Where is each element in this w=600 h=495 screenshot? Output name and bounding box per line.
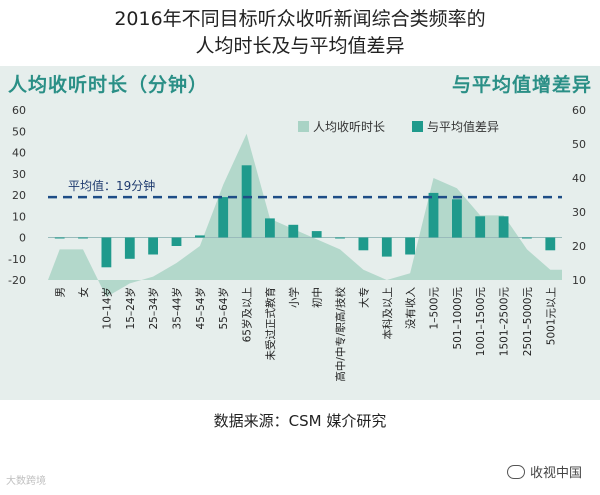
- bar-diff: [101, 237, 112, 268]
- left-tick-label: 0: [19, 232, 26, 245]
- category-label: 55–64岁: [217, 287, 230, 329]
- source-note: 数据来源：CSM 媒介研究: [213, 412, 387, 430]
- category-label: 45–54岁: [194, 287, 207, 329]
- left-axis-title: 人均收听时长（分钟）: [8, 74, 209, 96]
- legend-item-area: 人均收听时长: [298, 118, 385, 135]
- category-label: 初中: [311, 287, 324, 308]
- bar-diff: [428, 192, 439, 238]
- bar-diff: [78, 237, 88, 239]
- left-tick-label: 30: [12, 168, 26, 181]
- average-label: 平均值：19分钟: [68, 178, 155, 193]
- bar-diff: [405, 237, 415, 255]
- bar-diff: [311, 231, 322, 238]
- bar-diff: [475, 216, 486, 238]
- footer-bar: [0, 445, 600, 495]
- watermark-right: 收视中国: [506, 462, 582, 481]
- watermark-right-label: 收视中国: [529, 466, 582, 481]
- category-label: 2501–5000元: [522, 287, 534, 357]
- legend-label-bar: 与平均值差异: [427, 120, 500, 134]
- category-label: 女: [77, 287, 90, 298]
- category-label: 25–34岁: [147, 287, 160, 329]
- bar-diff: [265, 218, 275, 238]
- bar-diff: [148, 237, 158, 255]
- area-series-listening-time: [48, 133, 562, 297]
- category-label: 1001–1500元: [475, 287, 487, 357]
- right-tick-label: 60: [572, 104, 586, 117]
- bar-diff: [195, 235, 205, 238]
- left-tick-label: 50: [12, 125, 26, 138]
- category-label: 本科及以上: [381, 287, 394, 340]
- left-tick-label: 40: [12, 147, 26, 160]
- right-axis-title: 与平均值增差异: [451, 74, 592, 96]
- category-label: 男: [55, 287, 67, 298]
- bar-diff: [54, 237, 65, 239]
- category-label: 高中/中专/职高/技校: [334, 287, 347, 382]
- category-label: 35–44岁: [171, 287, 184, 329]
- bar-diff: [358, 237, 369, 251]
- title-line-2: 人均时长及与平均值差异: [195, 35, 405, 57]
- bar-diff: [522, 237, 532, 239]
- bar-diff: [452, 199, 462, 238]
- category-label: 小学: [287, 287, 300, 308]
- right-tick-label: 40: [572, 172, 586, 185]
- legend-item-bar: 与平均值差异: [412, 118, 499, 135]
- bar-diff: [124, 237, 135, 259]
- left-tick-label: -10: [8, 253, 26, 266]
- bar-diff: [545, 237, 556, 251]
- bar-diff: [498, 216, 509, 238]
- category-label: 65岁及以上: [241, 287, 254, 342]
- category-label: 501–1000元: [452, 287, 464, 350]
- right-tick-label: 50: [572, 138, 586, 151]
- right-tick-label: 20: [572, 240, 586, 253]
- watermark-left: 大数跨境: [6, 476, 46, 487]
- left-tick-label: 20: [12, 189, 26, 202]
- right-tick-label: 30: [572, 206, 586, 219]
- bar-diff: [335, 237, 345, 239]
- title-line-1: 2016年不同目标听众收听新闻综合类频率的: [114, 8, 486, 30]
- legend-label-area: 人均收听时长: [313, 120, 386, 134]
- category-label: 1501–2500元: [499, 287, 511, 357]
- chat-icon: [506, 465, 525, 479]
- bar-diff: [288, 224, 299, 238]
- category-label: 未受过正式教育: [264, 287, 277, 361]
- bar-diff: [381, 237, 392, 257]
- left-tick-label: 60: [12, 104, 26, 117]
- bar-diff: [171, 237, 182, 246]
- category-label: 5001元以上: [545, 287, 557, 345]
- left-tick-label: 10: [12, 210, 26, 223]
- left-tick-label: -20: [8, 274, 26, 287]
- right-tick-label: 10: [572, 274, 586, 287]
- chart-title: 2016年不同目标听众收听新闻综合类频率的 人均时长及与平均值差异: [0, 6, 600, 60]
- bar-diff: [218, 197, 229, 238]
- category-label: 大专: [357, 287, 370, 308]
- legend-swatch-bar: [412, 121, 423, 132]
- category-label: 15–24岁: [124, 287, 137, 329]
- legend-swatch-area: [298, 121, 309, 132]
- category-label: 没有收入: [404, 287, 417, 329]
- bar-diff: [241, 165, 252, 238]
- category-label: 1–500元: [429, 287, 441, 330]
- category-label: 10–14岁: [100, 287, 113, 329]
